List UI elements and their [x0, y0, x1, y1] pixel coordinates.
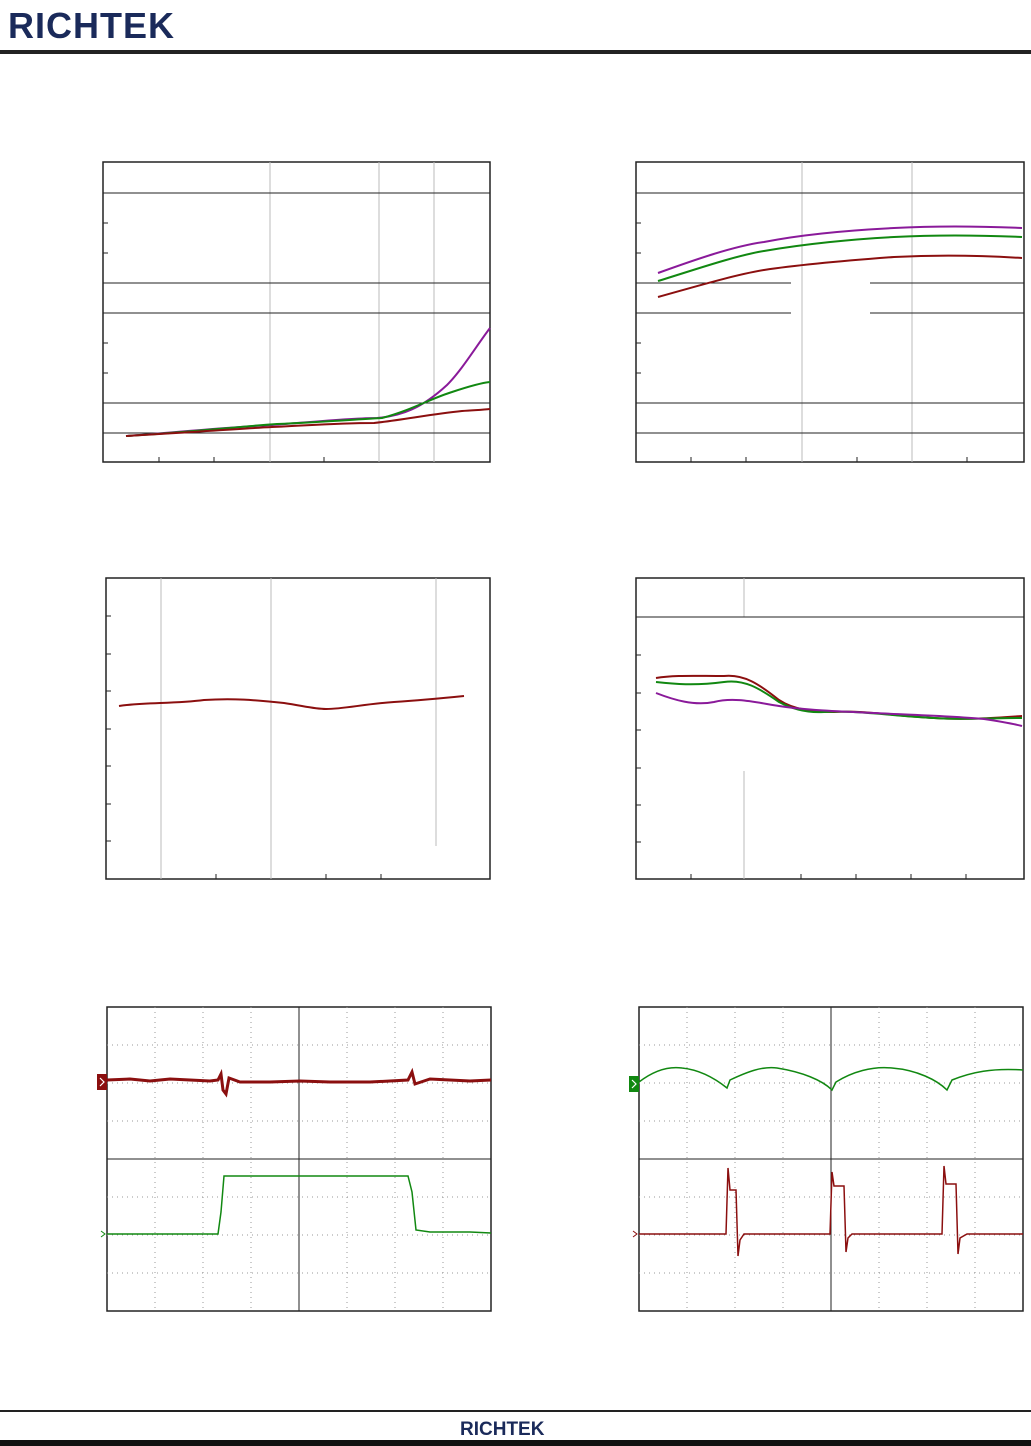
graph-frame: [635, 161, 1025, 463]
trace-dark-red: [125, 408, 491, 437]
channel-marker-arrow: [99, 1077, 105, 1087]
scope-center-axes: [107, 1007, 491, 1311]
graph-gridlines: [160, 578, 437, 879]
graph-top-right: [635, 161, 1025, 463]
trace-green-channel: [107, 1175, 492, 1235]
trace-purple: [655, 692, 1023, 727]
scope-bottom-right: [629, 1006, 1024, 1312]
graph-ticks: [106, 615, 382, 879]
trace-dark-red: [118, 695, 465, 711]
footer-divider: [0, 1410, 1031, 1412]
channel-marker-green: [629, 1076, 639, 1092]
richtek-logo-graphic: RICHTEK: [8, 6, 175, 44]
graph-gridlines: [269, 162, 435, 462]
channel-marker-red: [632, 1230, 638, 1238]
graph-bands: [636, 192, 1024, 434]
footer-logo: RICHTEK: [460, 1418, 566, 1438]
graph-frame: [635, 577, 1025, 880]
graph-frame: [102, 161, 491, 463]
header-divider: [0, 50, 1031, 54]
scope-grid: [639, 1007, 1023, 1311]
graph-middle-right: [635, 577, 1025, 880]
trace-green: [125, 381, 491, 437]
scope-center-axes: [639, 1007, 1023, 1311]
trace-red-channel: [106, 1067, 492, 1098]
scope-bottom-left: [97, 1006, 492, 1312]
trace-purple: [125, 327, 491, 437]
trace-green-channel: [638, 1066, 1024, 1092]
trace-red-channel: [639, 1165, 1023, 1257]
graph-ticks: [103, 222, 325, 462]
trace-green: [655, 680, 1023, 720]
trace-purple: [657, 225, 1023, 274]
graph-gridlines: [801, 162, 913, 462]
graph-middle-left: [105, 577, 491, 880]
graph-frame: [105, 577, 491, 880]
channel-marker-red: [97, 1074, 107, 1090]
graph-bands: [103, 192, 490, 434]
trace-dark-red: [657, 254, 1023, 298]
channel-marker-arrow: [631, 1079, 637, 1089]
footer-logo-graphic: RICHTEK: [460, 1419, 545, 1438]
scope-grid: [107, 1007, 491, 1311]
trace-green: [657, 234, 1023, 282]
footer-bar: [0, 1440, 1031, 1446]
richtek-logo-text: RICHTEK: [8, 6, 175, 44]
footer-logo-text: RICHTEK: [460, 1419, 545, 1438]
graph-ticks: [636, 222, 968, 462]
graph-top-left: [102, 161, 491, 463]
channel-marker-green: [100, 1230, 106, 1238]
richtek-logo: RICHTEK: [8, 6, 238, 44]
graph-ticks: [636, 654, 967, 879]
